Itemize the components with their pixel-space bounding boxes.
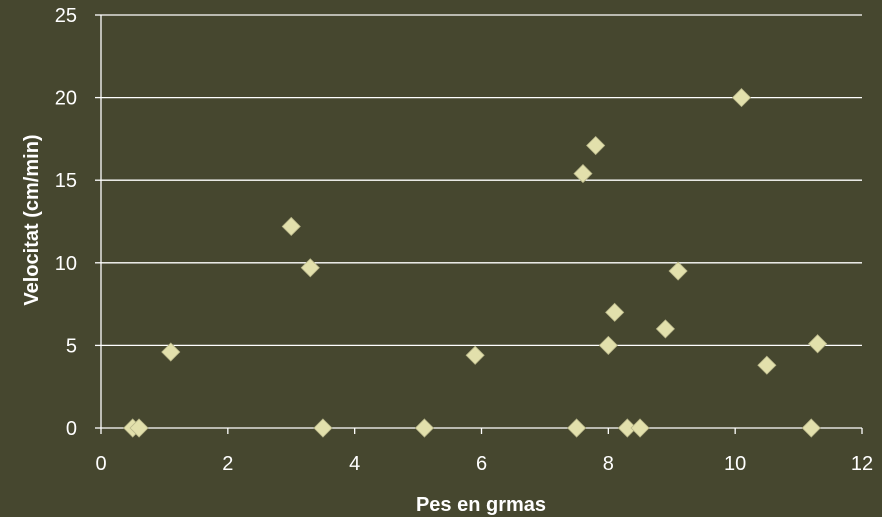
y-tick-label: 5: [66, 335, 77, 357]
data-point: [598, 335, 618, 355]
x-tick-label: 0: [95, 453, 106, 475]
y-axis-title: Velocitat (cm/min): [21, 134, 43, 305]
x-tick-label: 2: [222, 453, 233, 475]
data-point: [281, 216, 301, 237]
x-tick-label: 10: [724, 453, 746, 475]
axes: [95, 14, 863, 434]
y-tick-label: 20: [55, 88, 77, 110]
data-point: [731, 88, 752, 108]
data-point: [313, 418, 333, 438]
y-tick-label: 15: [55, 170, 77, 192]
y-tick-label: 25: [55, 5, 77, 27]
data-point: [573, 164, 593, 184]
data-point: [757, 355, 777, 375]
data-point: [414, 418, 434, 438]
tick-labels: 0 5 10 15 20 25 0 2 4 6 8 10 12: [55, 5, 873, 475]
y-tick-label: 0: [66, 418, 77, 440]
data-point: [129, 418, 149, 438]
data-point: [567, 418, 587, 438]
x-tick-label: 8: [603, 453, 614, 475]
data-point: [808, 334, 828, 354]
data-point: [465, 345, 485, 365]
data-point: [300, 258, 320, 278]
x-tick-label: 4: [349, 453, 360, 475]
x-axis-title: Pes en grmas: [416, 494, 546, 516]
data-point: [605, 302, 625, 322]
data-points: [123, 88, 828, 438]
data-point: [801, 418, 821, 438]
data-point: [161, 342, 181, 362]
data-point: [586, 135, 606, 156]
data-point: [668, 261, 688, 281]
data-point: [630, 418, 650, 438]
data-point: [655, 319, 675, 339]
data-point: [617, 418, 637, 438]
x-tick-label: 12: [851, 453, 873, 475]
x-tick-label: 6: [476, 453, 487, 475]
y-tick-label: 10: [55, 253, 77, 275]
